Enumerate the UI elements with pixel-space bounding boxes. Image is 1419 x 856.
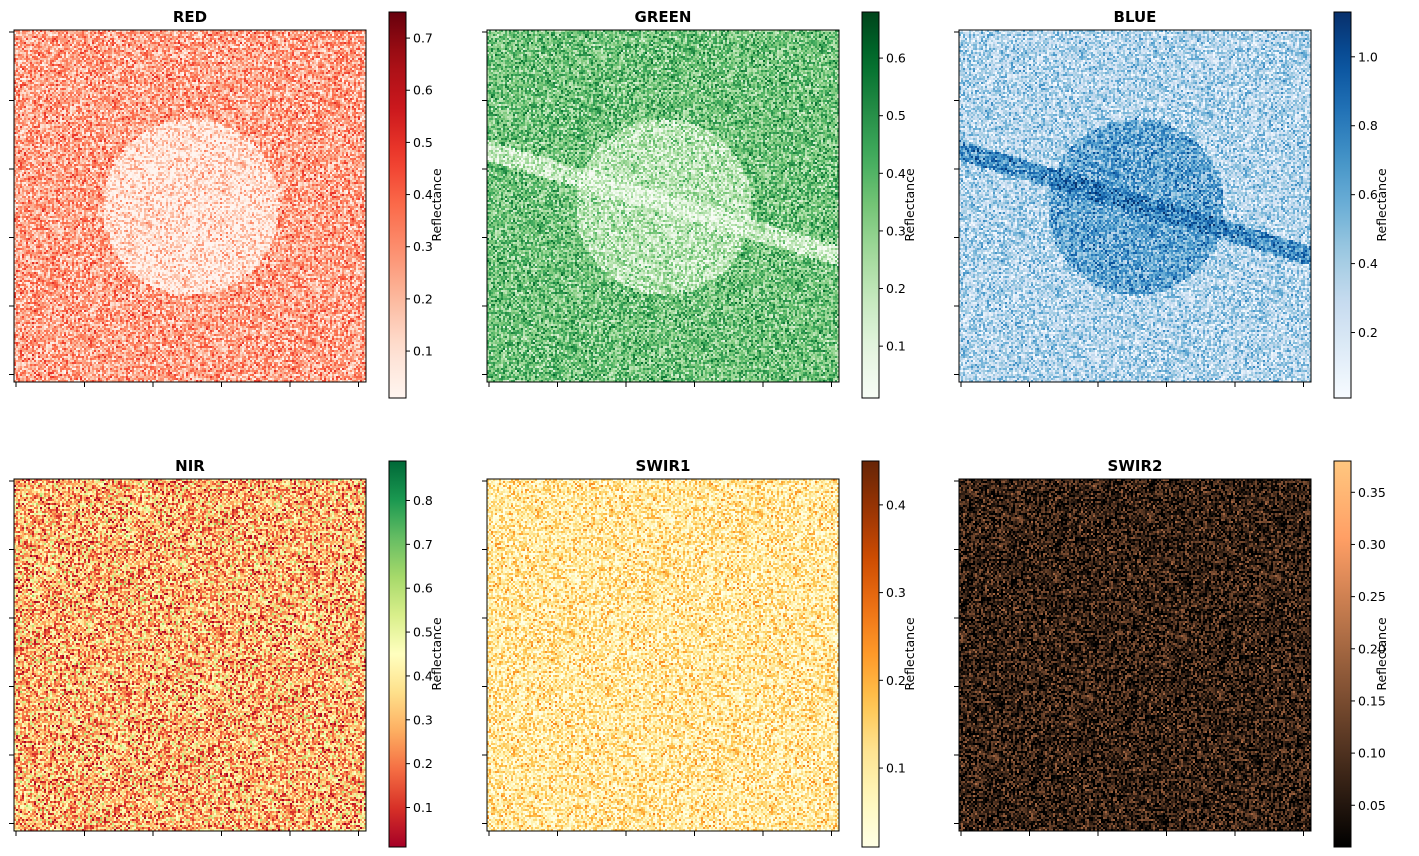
colorbar-tick-label: 0.05 [1358, 798, 1386, 813]
plot-frame [958, 478, 1312, 832]
plot-frame [486, 478, 840, 832]
colorbar-tick-label: 0.5 [413, 625, 433, 640]
heatmap-image [14, 30, 366, 382]
heatmap-image [959, 479, 1311, 831]
colorbar-label: Reflectance [902, 168, 917, 242]
colorbar-tick-label: 0.1 [886, 761, 906, 776]
colorbar-tick-label: 0.6 [413, 581, 433, 596]
colorbar-tick-label: 0.1 [413, 800, 433, 815]
plot-frame [958, 29, 1312, 383]
panel-nir: NIR 0.1 0.2 0.3 0.4 0.5 0.6 0.7 0.8 Reflectance [9, 457, 444, 848]
colorbar-tick-label: 0.3 [413, 712, 433, 727]
colorbar-tick-label: 0.8 [1358, 118, 1378, 133]
heatmap-image [14, 479, 366, 831]
colorbar-tick-label: 0.4 [1358, 256, 1378, 271]
colorbar [861, 11, 880, 399]
heatmap-image [959, 30, 1311, 382]
heatmap-image [487, 479, 839, 831]
colorbar-tick-label: 0.2 [413, 291, 433, 306]
colorbar-tick-label: 0.1 [413, 344, 433, 359]
colorbar-tick-label: 0.20 [1358, 641, 1386, 656]
colorbar [1333, 11, 1352, 399]
plot-frame [13, 478, 367, 832]
panel-title: RED [173, 8, 207, 26]
colorbar-tick-label: 0.2 [886, 673, 906, 688]
heatmap-image [487, 30, 839, 382]
panel-title: SWIR1 [636, 457, 691, 475]
colorbar-tick-label: 0.7 [413, 537, 433, 552]
panel-title: BLUE [1114, 8, 1157, 26]
colorbar-tick-label: 1.0 [1358, 49, 1378, 64]
colorbar-tick-label: 0.4 [886, 497, 906, 512]
colorbar-tick-label: 0.30 [1358, 537, 1386, 552]
colorbar [861, 460, 880, 848]
colorbar-tick-label: 0.3 [413, 239, 433, 254]
colorbar-tick-label: 0.2 [1358, 325, 1378, 340]
colorbar-label: Reflectance [1374, 617, 1389, 691]
colorbar-tick-label: 0.4 [886, 166, 906, 181]
panel-green: GREEN 0.1 0.2 0.3 0.4 0.5 0.6 Reflectance [482, 8, 917, 399]
colorbar-tick-label: 0.6 [413, 83, 433, 98]
colorbar [388, 460, 407, 848]
colorbar-label: Reflectance [902, 617, 917, 691]
panel-swir1: SWIR1 0.1 0.2 0.3 0.4 Reflectance [482, 457, 917, 848]
colorbar-tick-label: 0.7 [413, 31, 433, 46]
panel-title: SWIR2 [1108, 457, 1163, 475]
colorbar-tick-label: 0.15 [1358, 693, 1386, 708]
colorbar-tick-label: 0.6 [1358, 187, 1378, 202]
colorbar-tick-label: 0.5 [413, 135, 433, 150]
panel-swir2: SWIR2 0.05 0.10 0.15 0.20 0.25 0.30 0.35 Reflect… [954, 457, 1389, 848]
colorbar-tick-label: 0.2 [413, 756, 433, 771]
colorbar [388, 11, 407, 399]
colorbar-tick-label: 0.4 [413, 187, 433, 202]
colorbar-tick-label: 0.2 [886, 281, 906, 296]
colorbar-tick-label: 0.1 [886, 339, 906, 354]
colorbar-tick-label: 0.3 [886, 223, 906, 238]
colorbar-label: Reflectance [429, 617, 444, 691]
colorbar-tick-label: 0.4 [413, 668, 433, 683]
plot-frame [13, 29, 367, 383]
colorbar-label: Reflectance [429, 168, 444, 242]
colorbar-tick-label: 0.6 [886, 51, 906, 66]
colorbar-tick-label: 0.10 [1358, 746, 1386, 761]
panel-blue: BLUE 0.2 0.4 0.6 0.8 1.0 Reflectance [954, 8, 1389, 399]
colorbar-tick-label: 0.3 [886, 585, 906, 600]
colorbar-label: Reflectance [1374, 168, 1389, 242]
colorbar-tick-label: 0.35 [1358, 485, 1386, 500]
panel-title: GREEN [635, 8, 692, 26]
panel-title: NIR [175, 457, 205, 475]
plot-frame [486, 29, 840, 383]
colorbar-tick-label: 0.8 [413, 493, 433, 508]
colorbar [1333, 460, 1352, 848]
colorbar-tick-label: 0.25 [1358, 589, 1386, 604]
colorbar-tick-label: 0.5 [886, 108, 906, 123]
panel-red: RED 0.1 0.2 0.3 0.4 0.5 0.6 0.7 Reflectance [9, 8, 444, 399]
